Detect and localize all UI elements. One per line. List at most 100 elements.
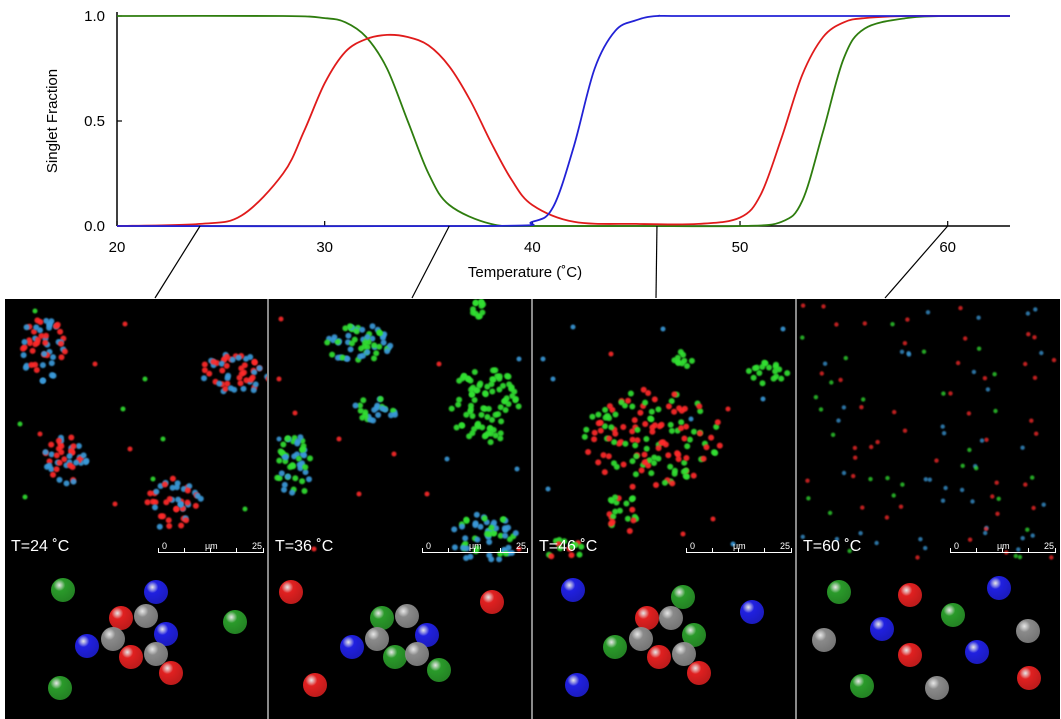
clustered-bead (497, 532, 504, 539)
fluorescent-bead (860, 505, 865, 510)
clustered-bead (456, 377, 463, 384)
clustered-bead (289, 489, 296, 496)
microscopy-panels: T=24 ˚C 0 μm 25 T=36 ˚C 0 μm 25 T=46 ˚C … (5, 299, 1061, 719)
clustered-bead (784, 370, 791, 377)
clustered-bead (152, 499, 159, 506)
scale-bar: 0 μm 25 (950, 541, 1056, 561)
fluorescent-bead (976, 315, 981, 320)
clustered-bead (183, 517, 190, 524)
panel-connector-lines (154, 225, 949, 299)
clustered-bead (668, 427, 675, 434)
fluorescent-bead (680, 531, 686, 537)
clustered-bead (638, 467, 645, 474)
fluorescent-bead (943, 485, 948, 491)
clustered-bead (581, 433, 588, 440)
clustered-bead (218, 360, 225, 367)
fluorescent-bead (858, 531, 863, 536)
y-tick-label: 0.5 (84, 113, 105, 130)
fluorescent-bead (22, 494, 28, 500)
fluorescent-bead (862, 321, 867, 326)
clustered-bead (610, 513, 617, 520)
clustered-bead (39, 362, 46, 369)
clustered-bead (292, 475, 299, 482)
clustered-bead (281, 486, 287, 493)
clustered-bead (26, 337, 33, 344)
fluorescent-bead (843, 355, 848, 361)
fluorescent-bead (516, 546, 522, 552)
clustered-bead (506, 536, 513, 543)
clustered-bead (665, 452, 672, 459)
fluorescent-bead (356, 491, 362, 497)
scale-start: 0 (426, 541, 432, 551)
clustered-bead (622, 440, 629, 447)
fluorescent-bead (142, 376, 148, 382)
clustered-bead (681, 435, 688, 442)
fluorescent-bead (800, 335, 805, 340)
fluorescent-bead (818, 407, 824, 412)
clustered-bead (612, 411, 619, 418)
clustered-bead (347, 323, 353, 330)
clustered-bead (284, 435, 291, 442)
clustered-bead (184, 499, 191, 506)
fluorescent-bead (905, 317, 910, 322)
clustered-bead (607, 496, 614, 503)
x-tick-label: 50 (732, 239, 749, 256)
clustered-bead (175, 496, 182, 503)
clustered-bead (160, 513, 166, 520)
fluorescent-bead (120, 406, 126, 412)
fluorescent-bead (800, 534, 805, 539)
fluorescent-bead (122, 321, 128, 327)
clustered-bead (50, 372, 57, 379)
clustered-bead (147, 490, 154, 497)
schematic-bead (898, 583, 922, 607)
x-tick-label: 30 (316, 239, 333, 256)
clustered-bead (281, 481, 288, 488)
clustered-bead (620, 424, 627, 430)
fluorescent-bead (1025, 311, 1031, 316)
clustered-bead (618, 399, 625, 406)
fluorescent-bead (336, 436, 342, 442)
clustered-bead (371, 355, 377, 362)
clustered-bead (48, 441, 55, 448)
clustered-bead (369, 335, 376, 342)
fluorescent-bead (955, 360, 961, 366)
fluorescent-bead (92, 361, 98, 367)
panel-divider (267, 299, 269, 719)
clustered-bead (778, 375, 785, 382)
clustered-bead (379, 405, 386, 412)
y-axis-label: Singlet Fraction (44, 69, 61, 173)
clustered-bead (284, 473, 291, 480)
clustered-bead (572, 542, 579, 548)
clustered-bead (641, 451, 648, 458)
clustered-bead (684, 443, 691, 450)
clustered-bead (477, 380, 484, 387)
x-axis-label: Temperature (˚C) (468, 264, 582, 281)
clustered-bead (626, 528, 633, 534)
clustered-bead (643, 445, 650, 452)
clustered-bead (80, 452, 87, 459)
clustered-bead (488, 381, 495, 388)
clustered-bead (473, 511, 480, 518)
schematic-bead (965, 640, 989, 664)
clustered-bead (42, 339, 49, 346)
clustered-bead (647, 415, 654, 422)
fluorescent-bead (424, 491, 430, 497)
clustered-bead (646, 457, 653, 464)
clustered-bead (761, 359, 768, 366)
fluorescent-bead (242, 506, 248, 512)
fluorescent-bead (891, 493, 896, 498)
schematic-bead (303, 673, 327, 697)
clustered-bead (365, 339, 372, 346)
clustered-bead (329, 351, 336, 358)
clustered-bead (508, 384, 515, 391)
fluorescent-bead (292, 410, 298, 416)
fluorescent-bead (960, 463, 965, 468)
series-line (116, 14, 1011, 228)
panel-24c: T=24 ˚C 0 μm 25 (5, 299, 268, 719)
clustered-bead (48, 451, 55, 458)
schematic-bead (405, 642, 429, 666)
clustered-bead (597, 419, 604, 426)
clustered-bead (677, 349, 684, 355)
clustered-bead (681, 405, 688, 412)
clustered-bead (628, 496, 635, 503)
